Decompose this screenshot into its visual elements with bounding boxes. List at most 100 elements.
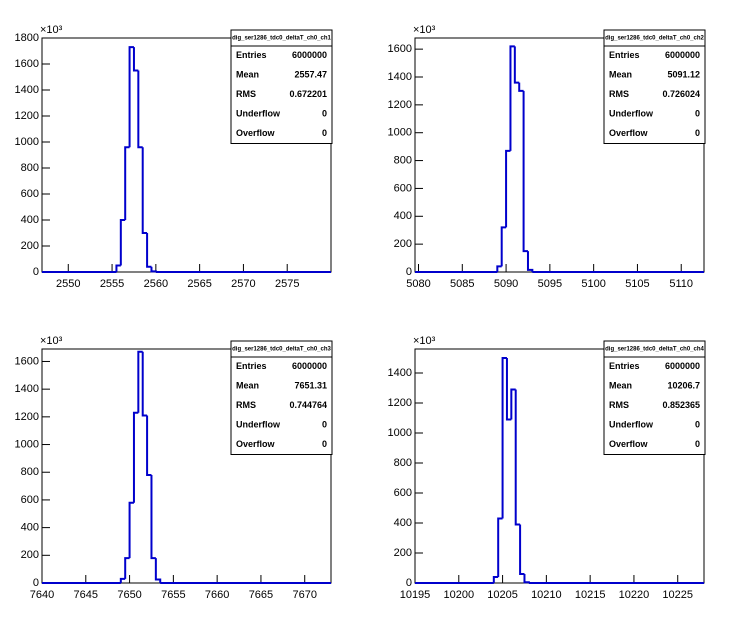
x-tick-label: 7655	[161, 589, 185, 601]
x-tick-label: 2560	[144, 278, 168, 290]
stats-value: 0	[322, 420, 327, 430]
stats-title: dig_ser1286_tdc0_deltaT_ch0_ch3	[232, 347, 331, 353]
x-tick-label: 5090	[494, 278, 518, 290]
y-tick-label: 200	[21, 240, 39, 252]
histogram-bin	[509, 45, 515, 151]
histogram-bin	[154, 558, 162, 583]
histogram-bin	[119, 577, 126, 583]
stats-value: 0.672201	[289, 89, 327, 99]
histogram-bin	[150, 266, 157, 273]
y-tick-label: 1200	[388, 397, 412, 409]
stats-label: Mean	[609, 70, 632, 80]
histogram-bin	[128, 46, 134, 148]
stats-value: 0	[695, 109, 700, 119]
y-multiplier: ×10³	[413, 24, 436, 36]
stats-label: Entries	[609, 50, 640, 60]
y-tick-label: 1200	[15, 411, 39, 423]
histogram-bin	[128, 501, 134, 559]
y-tick-label: 1600	[15, 58, 39, 70]
histogram-bin	[500, 226, 507, 267]
histogram-bin	[513, 46, 520, 84]
histogram-bin	[132, 411, 139, 503]
stats-value: 0	[695, 128, 700, 138]
y-tick-label: 0	[406, 577, 412, 589]
histogram-bin	[510, 388, 516, 420]
x-tick-label: 10210	[531, 589, 562, 601]
histogram-pad: 2550 2555 2560 2565 2570 2575 0 200 400 600 800 100…	[15, 24, 333, 290]
histogram-bin	[519, 524, 525, 575]
y-tick-label: 1600	[388, 43, 412, 55]
histogram-bin	[137, 350, 143, 413]
stats-value: 10206.7	[667, 381, 700, 391]
stats-label: Overflow	[236, 128, 276, 138]
y-tick-label: 800	[21, 466, 39, 478]
stats-value: 6000000	[292, 50, 327, 60]
y-tick-label: 1000	[15, 438, 39, 450]
y-tick-label: 400	[21, 522, 39, 534]
stats-label: RMS	[609, 400, 629, 410]
histogram-bin	[518, 82, 524, 92]
x-tick-label: 7665	[249, 589, 273, 601]
x-tick-label: 10215	[575, 589, 606, 601]
x-tick-label: 5085	[450, 278, 474, 290]
histogram-bin	[115, 264, 121, 272]
histogram-bin	[137, 70, 143, 149]
x-tick-label: 2555	[100, 278, 124, 290]
y-tick-label: 1600	[15, 355, 39, 367]
stats-value: 0	[695, 420, 700, 430]
histogram-pad: 7640 7645 7650 7655 7660 7665 7670 0 200 400 600 80…	[15, 335, 333, 601]
x-tick-label: 7650	[117, 589, 141, 601]
stats-value: 0.726024	[662, 89, 700, 99]
stats-box	[603, 340, 706, 455]
stats-value: 0.852365	[662, 400, 700, 410]
x-tick-label: 2570	[231, 278, 255, 290]
histogram-bin	[522, 90, 528, 253]
histogram-bin	[497, 517, 503, 577]
y-tick-label: 1800	[15, 32, 39, 44]
x-tick-label: 7645	[74, 589, 98, 601]
histogram-bin	[523, 574, 530, 584]
x-tick-label: 10225	[662, 589, 693, 601]
y-multiplier: ×10³	[40, 24, 63, 36]
y-tick-label: 1400	[15, 84, 39, 96]
x-tick-label: 5080	[406, 278, 430, 290]
y-tick-label: 400	[394, 517, 412, 529]
histogram-bin	[150, 475, 156, 560]
stats-value: 6000000	[665, 361, 700, 371]
stats-label: Overflow	[236, 439, 276, 449]
x-tick-label: 7640	[30, 589, 54, 601]
stats-value: 6000000	[665, 50, 700, 60]
stats-label: Entries	[236, 361, 267, 371]
stats-label: Underflow	[609, 420, 654, 430]
x-tick-label: 5100	[581, 278, 605, 290]
histogram-bin	[514, 389, 521, 526]
histogram-bin	[124, 557, 130, 579]
stats-title: dig_ser1286_tdc0_deltaT_ch0_ch4	[605, 347, 704, 353]
stats-box	[230, 340, 333, 455]
x-tick-label: 7670	[292, 589, 316, 601]
y-tick-label: 1400	[388, 71, 412, 83]
y-tick-label: 0	[33, 577, 39, 589]
stats-label: Underflow	[236, 109, 281, 119]
y-tick-label: 1400	[15, 383, 39, 395]
histogram-bin	[119, 219, 126, 266]
stats-label: RMS	[236, 89, 256, 99]
stats-label: Underflow	[609, 109, 654, 119]
y-tick-label: 800	[394, 154, 412, 166]
x-tick-label: 5110	[669, 278, 693, 290]
y-tick-label: 400	[394, 210, 412, 222]
stats-value: 0.744764	[289, 400, 327, 410]
histogram-bin	[146, 415, 152, 476]
stats-label: RMS	[236, 400, 256, 410]
y-tick-label: 1000	[388, 127, 412, 139]
histogram-bin	[505, 149, 511, 228]
stats-value: 5091.12	[667, 70, 700, 80]
stats-value: 0	[322, 109, 327, 119]
histogram-bin	[492, 576, 499, 583]
histogram-bin	[526, 251, 534, 272]
y-tick-label: 800	[394, 457, 412, 469]
histogram-bin	[141, 147, 148, 234]
y-tick-label: 1200	[388, 99, 412, 111]
stats-label: Underflow	[236, 420, 281, 430]
